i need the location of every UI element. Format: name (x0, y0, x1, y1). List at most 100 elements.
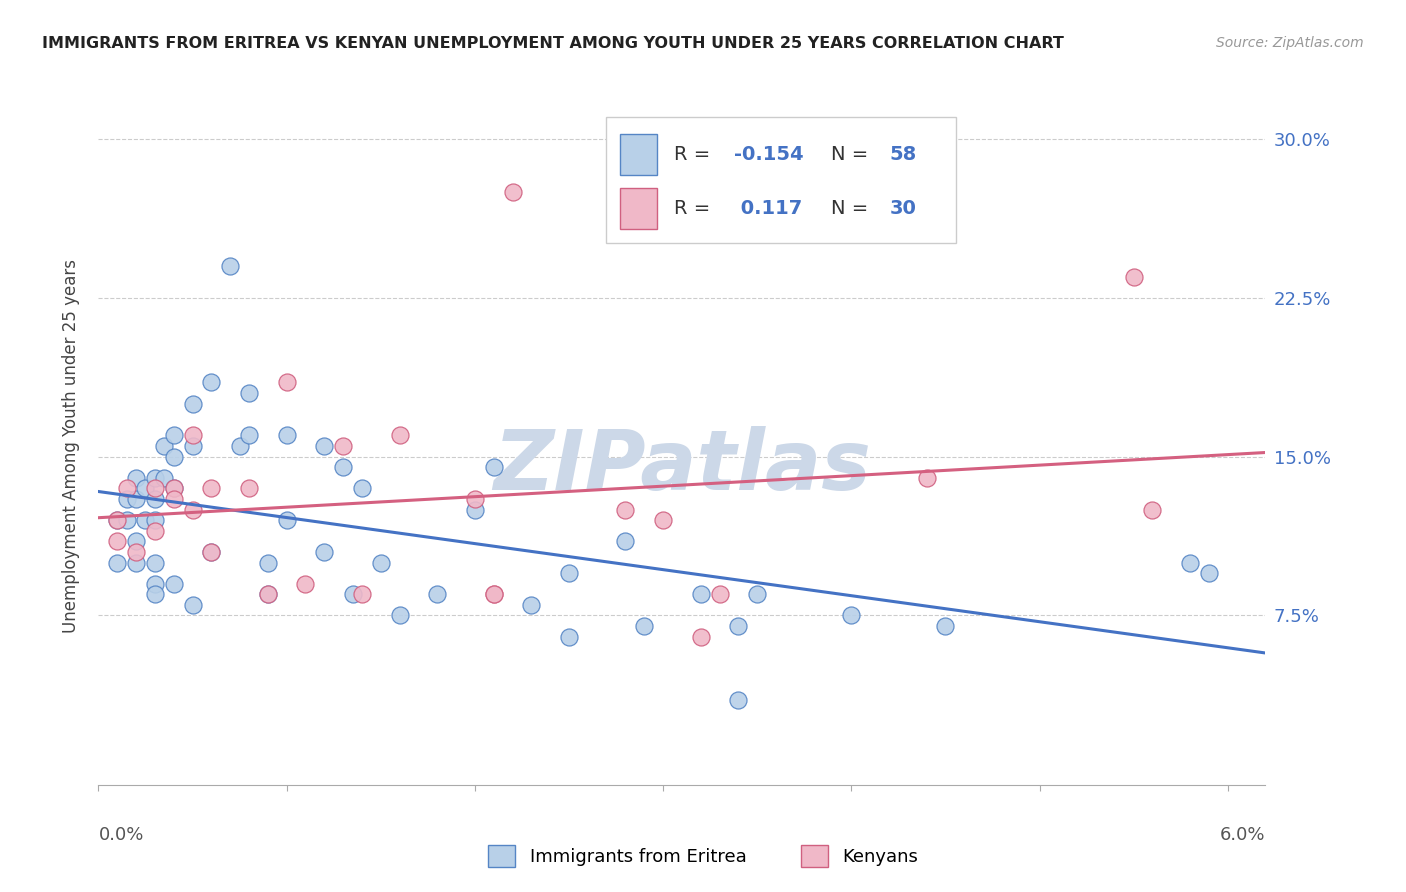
Text: Source: ZipAtlas.com: Source: ZipAtlas.com (1216, 36, 1364, 50)
Point (652, 513, 675, 527)
Point (1178, 556, 1201, 570)
Point (276, 428, 298, 442)
Text: ZIPatlas: ZIPatlas (494, 425, 870, 507)
Text: IMMIGRANTS FROM ERITREA VS KENYAN UNEMPLOYMENT AMONG YOUTH UNDER 25 YEARS CORREL: IMMIGRANTS FROM ERITREA VS KENYAN UNEMPL… (42, 36, 1064, 51)
Point (558, 630, 581, 644)
Point (238, 482, 260, 496)
Point (228, 439, 250, 453)
Y-axis label: Unemployment Among Youth under 25 years: Unemployment Among Youth under 25 years (62, 259, 80, 633)
Point (125, 556, 148, 570)
Point (238, 428, 260, 442)
Point (181, 396, 204, 410)
Point (370, 556, 392, 570)
Point (426, 587, 449, 601)
Point (105, 513, 128, 527)
Point (502, 185, 524, 199)
Text: 6.0%: 6.0% (1220, 826, 1265, 844)
Point (839, 608, 862, 623)
Point (482, 587, 505, 601)
Text: R =: R = (673, 145, 716, 164)
Point (143, 524, 166, 538)
Point (105, 556, 128, 570)
Point (314, 439, 336, 453)
Point (125, 534, 148, 549)
Text: 30: 30 (890, 199, 917, 219)
Point (558, 566, 581, 581)
Bar (606, 117, 956, 243)
Point (350, 482, 373, 496)
Point (388, 608, 411, 623)
Point (689, 630, 711, 644)
Point (709, 587, 731, 601)
Point (727, 693, 749, 707)
Point (105, 513, 128, 527)
Point (464, 502, 486, 516)
Point (350, 587, 373, 601)
Point (256, 556, 278, 570)
Point (134, 513, 156, 527)
Point (1198, 566, 1220, 581)
Point (134, 482, 156, 496)
Point (181, 598, 204, 612)
Legend: Immigrants from Eritrea, Kenyans: Immigrants from Eritrea, Kenyans (481, 838, 925, 874)
Point (200, 376, 222, 390)
Point (332, 439, 354, 453)
Point (181, 439, 204, 453)
Point (915, 471, 938, 485)
Point (163, 576, 186, 591)
Point (153, 471, 176, 485)
Point (163, 482, 186, 496)
Point (153, 439, 176, 453)
Point (115, 513, 138, 527)
Point (105, 534, 128, 549)
Point (143, 587, 166, 601)
Point (181, 502, 204, 516)
Point (482, 460, 505, 475)
Text: 0.0%: 0.0% (98, 826, 143, 844)
Point (125, 545, 148, 559)
Point (200, 482, 222, 496)
Point (276, 376, 298, 390)
Point (125, 491, 148, 506)
Bar (620, 134, 658, 175)
Bar (620, 188, 658, 229)
Point (125, 471, 148, 485)
Point (482, 587, 505, 601)
Point (200, 545, 222, 559)
Point (727, 619, 749, 633)
Point (115, 482, 138, 496)
Point (520, 598, 543, 612)
Point (143, 556, 166, 570)
Point (163, 482, 186, 496)
Point (388, 428, 411, 442)
Point (163, 450, 186, 464)
Point (115, 491, 138, 506)
Text: 58: 58 (890, 145, 917, 164)
Point (314, 545, 336, 559)
Text: 0.117: 0.117 (734, 199, 803, 219)
Point (143, 513, 166, 527)
Point (1122, 269, 1144, 284)
Point (614, 534, 637, 549)
Point (934, 619, 956, 633)
Point (276, 513, 298, 527)
Point (163, 491, 186, 506)
Point (633, 619, 655, 633)
Point (143, 482, 166, 496)
Text: -0.154: -0.154 (734, 145, 804, 164)
Point (342, 587, 364, 601)
Point (256, 587, 278, 601)
Point (1142, 502, 1164, 516)
Point (256, 587, 278, 601)
Point (143, 471, 166, 485)
Point (747, 587, 769, 601)
Point (294, 576, 316, 591)
Point (200, 545, 222, 559)
Point (219, 259, 242, 273)
Point (181, 428, 204, 442)
Point (332, 460, 354, 475)
Text: N =: N = (831, 145, 875, 164)
Point (238, 386, 260, 401)
Text: N =: N = (831, 199, 875, 219)
Point (163, 428, 186, 442)
